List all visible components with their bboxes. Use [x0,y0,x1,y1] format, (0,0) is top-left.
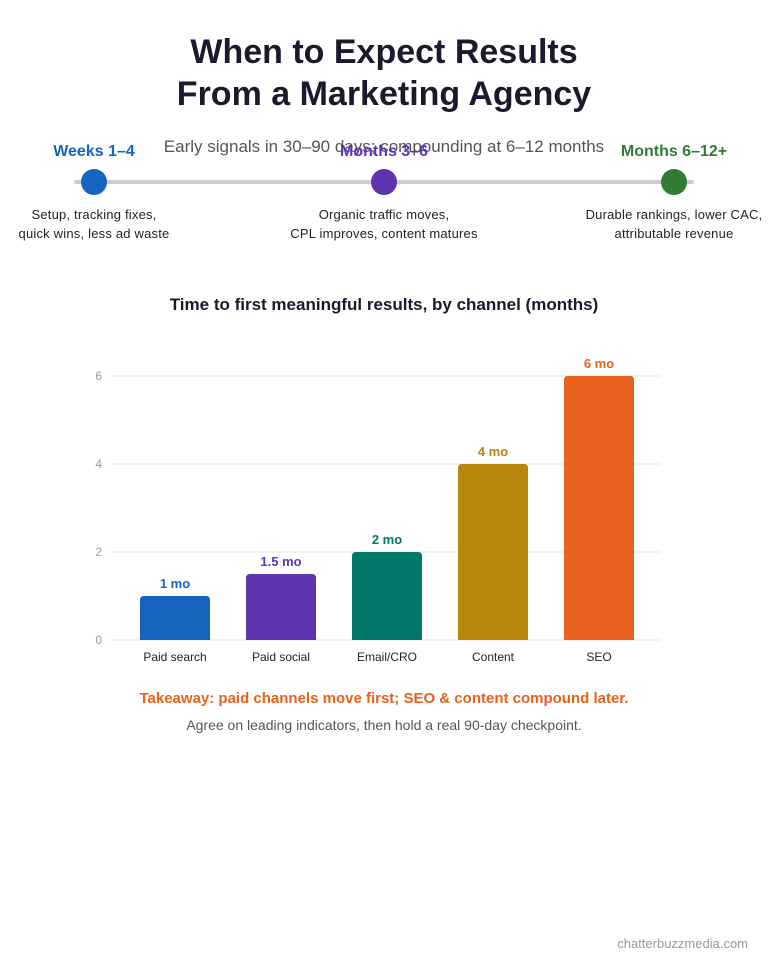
bar-chart: 0 2 4 6 1 mo Paid search 1.5 mo Paid social 2 mo… [95,356,660,664]
bar-content [458,464,528,640]
bar-seo [564,376,634,640]
milestone-desc-2: Organic traffic moves, CPL improves, con… [274,205,494,243]
data-label: 6 mo [584,356,614,371]
milestone-desc-1-line-2: quick wins, less ad waste [18,226,170,241]
milestone-desc-3: Durable rankings, lower CAC, attributabl… [564,205,768,243]
takeaway-text: Takeaway: paid channels move first; SEO … [139,690,629,707]
milestone-desc-1: Setup, tracking fixes, quick wins, less … [0,205,204,243]
x-tick-label: Content [472,650,515,664]
milestone-desc-2-line-2: CPL improves, content matures [290,226,478,241]
milestone-dot-2 [371,169,397,195]
note-text: Agree on leading indicators, then hold a… [186,717,582,733]
y-tick-label: 0 [95,633,102,647]
y-tick-label: 2 [95,545,102,559]
data-label: 2 mo [372,532,402,547]
title-line-2: From a Marketing Agency [176,75,592,113]
chart-title: Time to first meaningful results, by cha… [169,295,599,314]
milestone-desc-3-line-1: Durable rankings, lower CAC, [585,207,763,222]
footer-credit: chatterbuzzmedia.com [617,936,748,951]
milestone-dot-3 [661,169,687,195]
bar-paid-social [246,574,316,640]
milestone-label-1: Weeks 1–4 [53,143,135,160]
y-tick-label: 6 [95,369,102,383]
milestone-label-2: Months 3–6 [339,143,428,160]
x-tick-label: Paid search [143,650,206,664]
bar-paid-search [140,596,210,640]
x-tick-label: Email/CRO [357,650,417,664]
milestone-desc-3-line-2: attributable revenue [614,226,734,241]
x-tick-label: SEO [586,650,611,664]
data-label: 1.5 mo [260,554,301,569]
bar-email-cro [352,552,422,640]
milestone-dot-1 [81,169,107,195]
y-tick-label: 4 [95,457,102,471]
page-subtitle: Early signals in 30–90 days; compounding… [163,137,605,156]
x-tick-label: Paid social [252,650,310,664]
page-title: When to Expect Results From a Marketing … [0,31,768,115]
milestone-label-3: Months 6–12+ [620,143,728,160]
data-label: 4 mo [478,444,508,459]
milestone-desc-1-line-1: Setup, tracking fixes, [31,207,157,222]
data-label: 1 mo [160,576,190,591]
title-line-1: When to Expect Results [190,33,578,71]
milestone-desc-2-line-1: Organic traffic moves, [318,207,450,222]
